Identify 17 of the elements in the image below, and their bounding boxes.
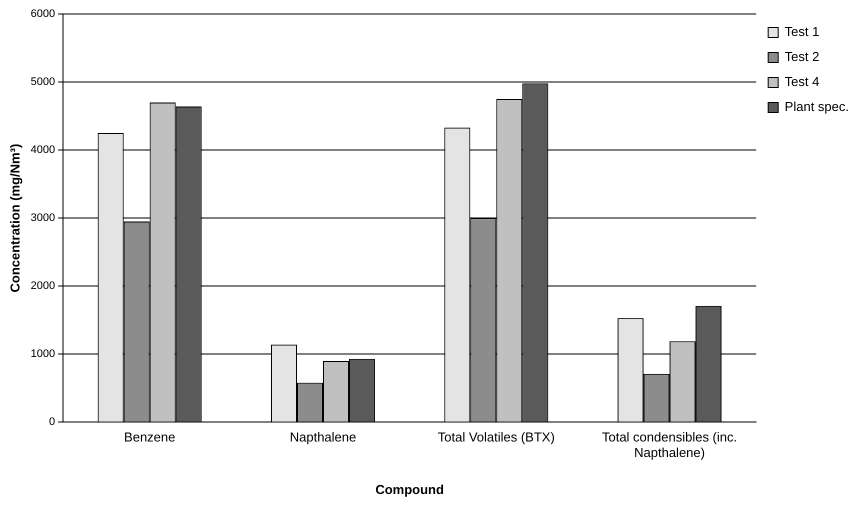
y-tick-label: 6000 (30, 8, 56, 20)
y-tick-label: 0 (48, 416, 56, 428)
y-tick-label: 3000 (30, 212, 56, 224)
y-tick-label: 4000 (30, 144, 56, 156)
legend-label: Test 1 (784, 24, 820, 40)
legend-label: Test 4 (784, 74, 820, 90)
legend-label: Test 2 (784, 49, 820, 64)
x-tick-label: Total condensibles (inc. Napthalene) (602, 430, 738, 460)
x-axis-title: Compound (375, 482, 444, 497)
y-tick-label: 2000 (30, 280, 56, 292)
x-tick-label: Napthalene (290, 430, 356, 445)
x-tick-label: Total Volatiles (BTX) (438, 430, 555, 445)
y-tick-label: 1000 (30, 348, 56, 360)
legend-label: Plant spec. (784, 99, 850, 114)
y-tick-label: 5000 (30, 76, 56, 88)
y-axis-title: Concentration (mg/Nm³) (7, 144, 22, 292)
x-tick-label: Benzene (124, 430, 176, 445)
